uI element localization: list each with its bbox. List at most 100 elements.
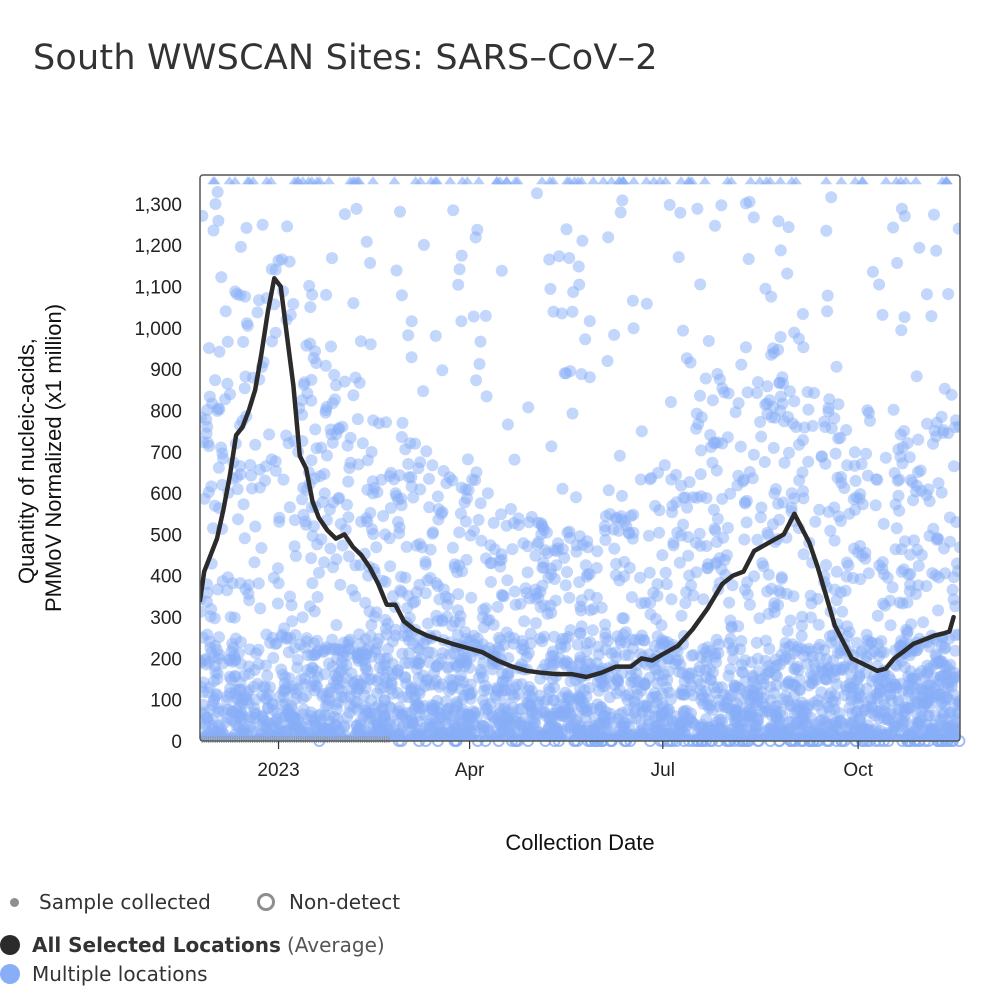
sample-point <box>277 473 290 486</box>
sample-point <box>635 425 648 438</box>
sample-point <box>788 492 801 505</box>
sample-point <box>869 499 882 512</box>
sample-point <box>896 597 909 610</box>
sample-point <box>254 602 267 615</box>
sample-point <box>423 472 435 485</box>
sample-point <box>410 586 423 599</box>
sample-point <box>315 533 328 546</box>
sample-point <box>383 470 396 483</box>
sample-point <box>669 710 682 723</box>
legend-multiple-locations[interactable]: Multiple locations <box>0 962 208 986</box>
sample-point <box>254 719 267 732</box>
legend-sample-collected[interactable]: Sample collected <box>10 890 211 914</box>
sample-point <box>213 631 225 644</box>
sample-point <box>802 455 815 468</box>
sample-point <box>790 421 803 433</box>
sample-point <box>269 464 282 477</box>
sample-point <box>211 673 224 686</box>
sample-point <box>902 702 915 715</box>
sample-point <box>678 718 691 731</box>
sample-point <box>441 705 454 717</box>
sample-point <box>419 555 432 568</box>
sample-point <box>392 493 405 506</box>
sample-point <box>795 619 808 632</box>
sample-point <box>543 685 556 698</box>
sample-point <box>384 560 397 573</box>
sample-point <box>392 705 405 718</box>
sample-point <box>237 693 250 706</box>
overflow-marker <box>627 176 640 185</box>
sample-point <box>953 698 960 711</box>
sample-point <box>895 202 908 215</box>
sample-point <box>901 627 914 640</box>
sample-point <box>435 725 448 737</box>
sample-point <box>365 446 378 458</box>
sample-point <box>436 613 449 626</box>
sample-point <box>664 396 677 408</box>
sample-point <box>721 521 734 534</box>
sample-point <box>743 598 756 611</box>
sample-point <box>296 493 309 506</box>
sample-point <box>575 368 588 381</box>
legend-all-selected[interactable]: All Selected Locations (Average) <box>0 933 385 957</box>
sample-point <box>879 451 892 464</box>
y-tick-label: 800 <box>150 401 182 422</box>
sample-point <box>659 566 672 579</box>
sample-point <box>367 414 380 427</box>
sample-point <box>247 680 260 693</box>
overflow-marker <box>472 176 485 185</box>
sample-point <box>723 596 736 609</box>
sample-point <box>475 534 488 547</box>
sample-point <box>571 713 584 726</box>
sample-point <box>384 502 397 514</box>
sample-point <box>289 550 302 562</box>
sample-point <box>544 282 557 295</box>
sample-point <box>813 503 826 516</box>
sample-point <box>893 473 906 486</box>
sample-point <box>309 715 322 728</box>
sample-point <box>601 355 614 367</box>
sample-point <box>487 516 500 529</box>
sample-point <box>437 583 450 596</box>
sample-point <box>700 671 713 684</box>
sample-point <box>281 220 294 233</box>
sample-point <box>772 215 785 228</box>
sample-point <box>635 727 648 740</box>
sample-point <box>871 609 884 622</box>
sample-point <box>921 417 933 430</box>
sample-point <box>212 461 225 474</box>
sample-point <box>673 556 686 569</box>
sample-point <box>775 571 788 584</box>
sample-point <box>305 454 318 467</box>
sample-point <box>838 482 851 494</box>
sample-point <box>619 649 632 661</box>
sample-point <box>464 529 477 542</box>
sample-point <box>523 516 536 529</box>
sample-point <box>379 575 392 588</box>
sample-point <box>670 468 682 481</box>
sample-point <box>947 688 960 701</box>
overflow-marker <box>835 176 848 185</box>
sample-point <box>473 358 486 370</box>
y-tick-label: 300 <box>150 608 182 629</box>
sample-point <box>884 594 896 607</box>
sample-point <box>642 708 655 721</box>
sample-point <box>423 501 436 514</box>
sample-point <box>836 605 849 618</box>
sample-point <box>501 720 514 733</box>
sample-point <box>726 579 739 592</box>
sample-point <box>634 571 647 584</box>
sample-point <box>741 386 754 399</box>
sample-point <box>563 591 576 604</box>
sample-point <box>288 540 301 553</box>
sample-point <box>707 436 720 449</box>
sample-point <box>453 526 466 539</box>
sample-point <box>296 408 309 421</box>
sample-point <box>599 524 612 537</box>
sample-point <box>573 692 585 705</box>
sample-point <box>344 431 357 444</box>
legend-non-detect[interactable]: Non-detect <box>257 890 400 914</box>
sample-point <box>451 628 464 641</box>
sample-point <box>400 540 413 553</box>
sample-point <box>326 252 338 265</box>
